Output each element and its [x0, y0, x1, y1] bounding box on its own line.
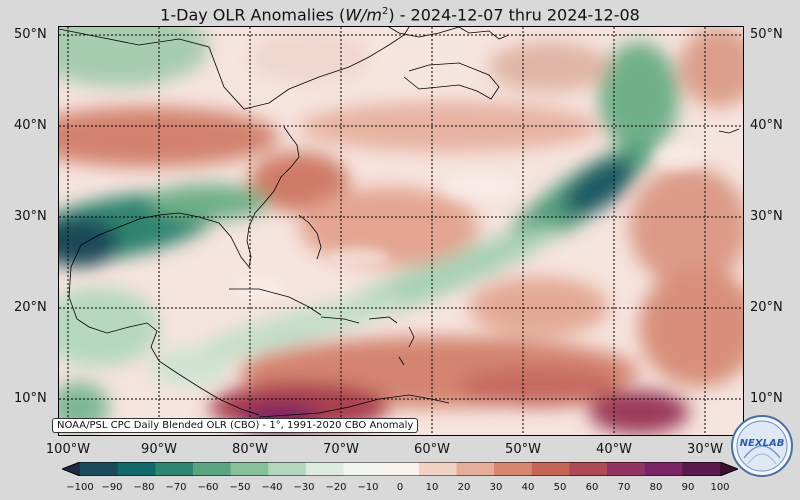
- colorbar-tick-label: 30: [489, 482, 503, 493]
- nexlab-logo: NEXLAB: [731, 415, 793, 477]
- olr-anomaly-map: [58, 26, 744, 436]
- colorbar-segment: [418, 462, 457, 476]
- lat-label-right: 30°N: [750, 209, 783, 224]
- lon-label: 90°W: [141, 442, 177, 457]
- colorbar-segment: [305, 462, 345, 476]
- lon-label: 80°W: [232, 442, 268, 457]
- lat-label-left: 30°N: [14, 209, 47, 224]
- colorbar-tick-label: −30: [293, 482, 315, 493]
- lon-label: 60°W: [414, 442, 450, 457]
- colorbar-segment: [192, 462, 232, 476]
- colorbar-tick-label: 90: [681, 482, 695, 493]
- colorbar-segment: [494, 462, 533, 476]
- anomaly-field: [59, 27, 743, 434]
- colorbar-tick-label: −60: [197, 482, 219, 493]
- colorbar-segment: [569, 462, 608, 476]
- lat-label-right: 40°N: [750, 118, 783, 133]
- lon-label: 70°W: [323, 442, 359, 457]
- colorbar-tick-label: −50: [229, 482, 251, 493]
- data-source-credit: NOAA/PSL CPC Daily Blended OLR (CBO) - 1…: [52, 418, 419, 433]
- svg-text:NEXLAB: NEXLAB: [740, 438, 785, 449]
- colorbar-tick-label: 80: [649, 482, 663, 493]
- colorbar-tick-label: 70: [617, 482, 631, 493]
- colorbar-tick-label: 40: [521, 482, 535, 493]
- colorbar-extend-low: [62, 462, 80, 476]
- lat-label-left: 50°N: [14, 27, 47, 42]
- colorbar-tick-label: −40: [261, 482, 283, 493]
- colorbar-tick-label: −70: [165, 482, 187, 493]
- lat-label-left: 40°N: [14, 118, 47, 133]
- colorbar-tick-label: 60: [585, 482, 599, 493]
- colorbar-segment: [117, 462, 156, 476]
- colorbar-segment: [80, 462, 119, 476]
- colorbar-segment: [456, 462, 495, 476]
- colorbar-tick-label: −20: [325, 482, 347, 493]
- colorbar-segment: [268, 462, 307, 476]
- colorbar-segment: [682, 462, 721, 476]
- colorbar-tick-label: 20: [457, 482, 471, 493]
- colorbar-segment: [230, 462, 269, 476]
- colorbar-tick-label: −90: [101, 482, 123, 493]
- colorbar-segment: [644, 462, 683, 476]
- lon-label: 100°W: [45, 442, 91, 457]
- lon-label: 40°W: [596, 442, 632, 457]
- colorbar-tick-label: 0: [396, 482, 404, 493]
- colorbar-segment: [607, 462, 646, 476]
- colorbar-tick-label: −100: [66, 482, 94, 493]
- lat-label-right: 10°N: [750, 391, 783, 406]
- lon-label: 30°W: [687, 442, 723, 457]
- colorbar-tick-label: 100: [710, 482, 730, 493]
- lat-label-right: 50°N: [750, 27, 783, 42]
- colorbar-segment: [531, 462, 570, 476]
- colorbar-tick-label: −80: [133, 482, 155, 493]
- lat-label-left: 20°N: [14, 300, 47, 315]
- colorbar-extend-high: [720, 462, 738, 476]
- colorbar-segment: [343, 462, 382, 476]
- colorbar-segment: [381, 462, 420, 476]
- lat-label-right: 20°N: [750, 300, 783, 315]
- colorbar-tick-label: 50: [553, 482, 567, 493]
- coastlines: [59, 27, 740, 418]
- lat-label-left: 10°N: [14, 391, 47, 406]
- lon-label: 50°W: [505, 442, 541, 457]
- map-title: 1-Day OLR Anomalies (W/m2) - 2024-12-07 …: [160, 5, 640, 25]
- colorbar-segment: [155, 462, 194, 476]
- graticule: [59, 27, 743, 435]
- colorbar: [62, 462, 738, 476]
- colorbar-tick-label: 10: [425, 482, 439, 493]
- colorbar-tick-label: −10: [357, 482, 379, 493]
